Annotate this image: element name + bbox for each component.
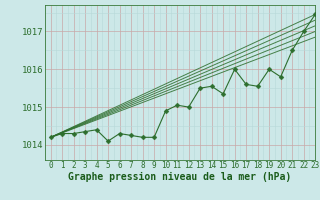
X-axis label: Graphe pression niveau de la mer (hPa): Graphe pression niveau de la mer (hPa) <box>68 172 292 182</box>
